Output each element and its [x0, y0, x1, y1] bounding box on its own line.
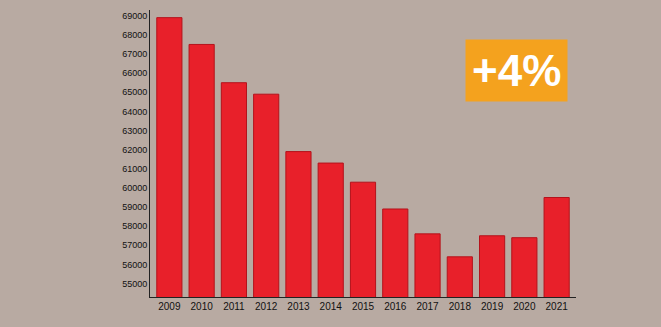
svg-text:2020: 2020 — [513, 301, 536, 312]
svg-text:65000: 65000 — [122, 87, 147, 97]
svg-text:67000: 67000 — [122, 49, 147, 59]
svg-text:69000: 69000 — [122, 11, 147, 21]
svg-text:62000: 62000 — [122, 145, 147, 155]
svg-text:2019: 2019 — [481, 301, 504, 312]
svg-text:66000: 66000 — [122, 68, 147, 78]
svg-text:2021: 2021 — [546, 301, 569, 312]
svg-text:64000: 64000 — [122, 107, 147, 117]
svg-text:56000: 56000 — [122, 260, 147, 270]
svg-text:2015: 2015 — [352, 301, 375, 312]
svg-text:68000: 68000 — [122, 30, 147, 40]
svg-text:2012: 2012 — [255, 301, 278, 312]
svg-text:58000: 58000 — [122, 221, 147, 231]
svg-text:2009: 2009 — [158, 301, 181, 312]
svg-text:63000: 63000 — [122, 126, 147, 136]
svg-text:61000: 61000 — [122, 164, 147, 174]
svg-text:59000: 59000 — [122, 202, 147, 212]
svg-text:2010: 2010 — [191, 301, 214, 312]
svg-text:2011: 2011 — [223, 301, 245, 312]
svg-text:55000: 55000 — [122, 279, 147, 289]
svg-text:57000: 57000 — [122, 240, 147, 250]
svg-text:60000: 60000 — [122, 183, 147, 193]
svg-text:2017: 2017 — [416, 301, 439, 312]
svg-text:+4%: +4% — [472, 46, 561, 95]
svg-text:2013: 2013 — [287, 301, 310, 312]
svg-text:2016: 2016 — [384, 301, 407, 312]
svg-text:2018: 2018 — [449, 301, 472, 312]
svg-text:2014: 2014 — [320, 301, 343, 312]
